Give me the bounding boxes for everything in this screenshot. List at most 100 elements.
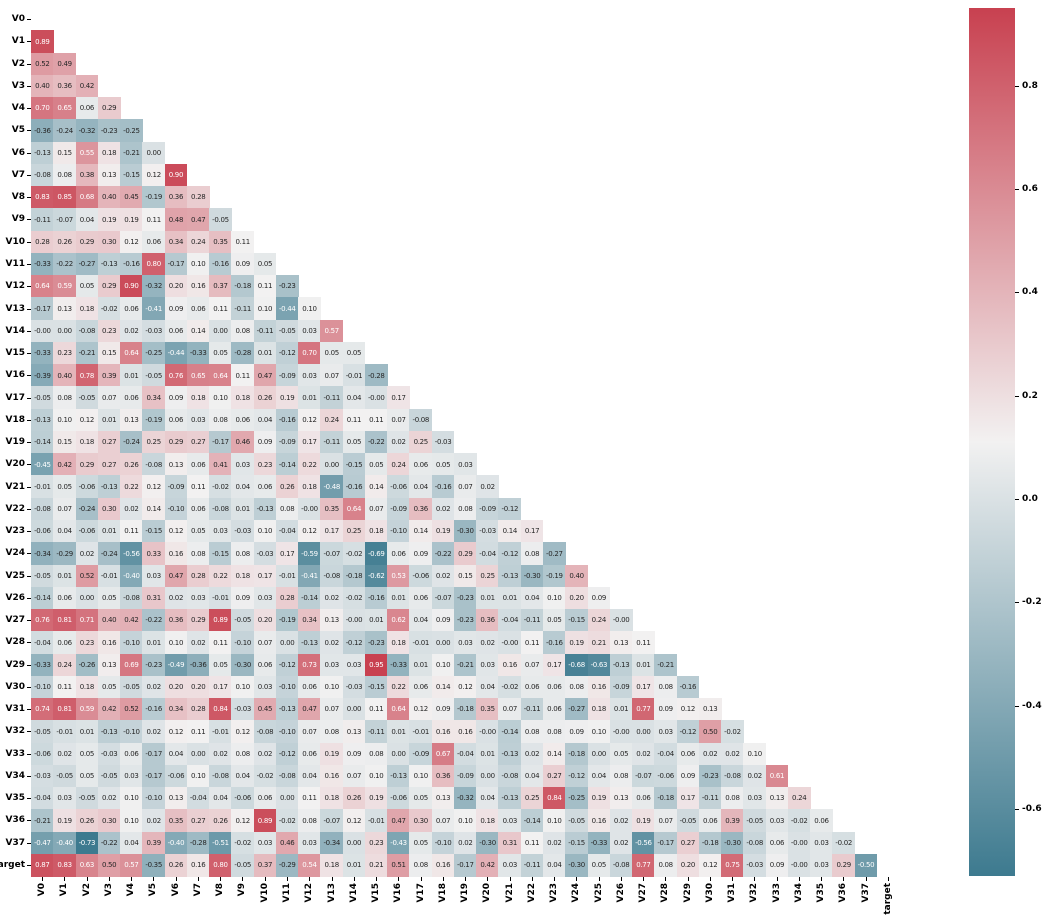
heatmap-cell: -0.03 — [476, 519, 499, 543]
heatmap-cell: -0.05 — [31, 386, 54, 410]
heatmap-cell: 0.20 — [164, 275, 188, 298]
heatmap-cell: 0.05 — [75, 764, 99, 788]
heatmap-cell: 0.42 — [476, 853, 499, 877]
heatmap-cell: -0.08 — [120, 586, 143, 610]
heatmap-cell: -0.41 — [298, 564, 321, 588]
heatmap-cell: 0.34 — [164, 230, 188, 254]
heatmap-cell: -0.04 — [275, 519, 299, 543]
heatmap-cell: 0.06 — [409, 586, 433, 610]
heatmap-cell: 0.12 — [231, 720, 255, 744]
x-axis-tick — [531, 877, 533, 882]
heatmap-cell: 0.25 — [142, 430, 166, 454]
heatmap-cell: 0.05 — [209, 653, 232, 677]
x-tick-label: V16 — [393, 883, 404, 903]
x-axis-tick — [286, 877, 288, 882]
heatmap-cell: 0.09 — [431, 609, 455, 632]
x-axis-tick — [42, 877, 44, 882]
y-tick-label: V3 — [11, 80, 25, 91]
heatmap-cell: -0.24 — [97, 542, 121, 565]
x-axis-tick — [732, 877, 734, 882]
heatmap-cell: 0.19 — [97, 208, 121, 232]
x-tick-label: V11 — [281, 883, 292, 903]
heatmap-cell: -0.11 — [253, 319, 277, 343]
heatmap-cell: 0.03 — [298, 319, 321, 343]
heatmap-cell: -0.22 — [364, 430, 388, 454]
y-tick-label: V4 — [11, 103, 25, 114]
y-axis-tick — [27, 575, 31, 577]
heatmap-cell: 0.11 — [186, 475, 210, 499]
heatmap-cell: 0.28 — [31, 230, 54, 254]
x-tick-label: V27 — [638, 883, 649, 903]
heatmap-cell: 0.81 — [53, 609, 76, 632]
heatmap-cell: 0.74 — [31, 698, 54, 721]
heatmap-cell: 0.10 — [431, 653, 455, 677]
heatmap-cell: 0.06 — [186, 497, 210, 521]
heatmap-cell: 0.26 — [75, 809, 99, 833]
heatmap-cell: -0.17 — [164, 252, 188, 276]
heatmap-cell: 0.06 — [164, 319, 188, 343]
heatmap-cell: -0.03 — [97, 742, 121, 766]
heatmap-cell: -0.16 — [364, 586, 388, 610]
y-tick-label: V12 — [5, 281, 26, 292]
heatmap-cell: 0.20 — [565, 586, 588, 610]
heatmap-cell: 0.06 — [409, 675, 433, 699]
heatmap-cell: -0.00 — [31, 319, 54, 343]
heatmap-cell: -0.14 — [275, 453, 299, 476]
heatmap-cell: 0.07 — [431, 809, 455, 833]
heatmap-cell: 0.02 — [209, 742, 232, 766]
y-tick-label: V0 — [11, 14, 25, 25]
heatmap-cell: -0.16 — [542, 631, 566, 655]
heatmap-cell: -0.23 — [453, 586, 477, 610]
x-axis-tick — [264, 877, 266, 882]
heatmap-cell: -0.11 — [31, 208, 54, 232]
heatmap-cell: -0.05 — [275, 319, 299, 343]
heatmap-cell: 0.02 — [75, 542, 99, 565]
x-tick-label: V9 — [237, 883, 248, 897]
heatmap-cell: 0.02 — [609, 809, 633, 833]
heatmap-cell: 0.05 — [209, 341, 232, 365]
heatmap-cell: -0.07 — [320, 809, 344, 833]
heatmap-cell: -0.00 — [787, 831, 811, 855]
heatmap-cell: 0.08 — [453, 497, 477, 521]
x-axis-tick — [175, 877, 177, 882]
heatmap-cell: 0.07 — [364, 497, 388, 521]
heatmap-cell: -0.01 — [209, 720, 232, 744]
heatmap-cell: 0.07 — [320, 698, 344, 721]
heatmap-cell: -0.16 — [142, 698, 166, 721]
heatmap-cell: 0.16 — [164, 542, 188, 565]
heatmap-cell: 0.22 — [298, 453, 321, 476]
heatmap-cell: 0.07 — [453, 475, 477, 499]
heatmap-cell: -0.33 — [31, 653, 54, 677]
heatmap-cell: 0.14 — [542, 742, 566, 766]
heatmap-cell: 0.05 — [342, 341, 366, 365]
colorbar-tick — [1015, 395, 1019, 397]
heatmap-cell: 0.16 — [97, 631, 121, 655]
heatmap-cell: 0.13 — [164, 453, 188, 476]
x-axis-tick — [509, 877, 511, 882]
heatmap-cell: 0.11 — [520, 831, 544, 855]
heatmap-cell: 0.02 — [120, 319, 143, 343]
heatmap-cell: -0.07 — [632, 764, 655, 788]
heatmap-cell: 0.39 — [721, 809, 744, 833]
y-axis-tick — [27, 375, 31, 377]
heatmap-cell: -0.09 — [409, 742, 433, 766]
heatmap-cell: 0.85 — [53, 186, 76, 209]
heatmap-cell: 0.06 — [253, 653, 277, 677]
heatmap-cell: 0.12 — [142, 475, 166, 499]
heatmap-cell: -0.15 — [565, 831, 588, 855]
heatmap-cell: 0.04 — [75, 208, 99, 232]
x-axis-tick — [153, 877, 155, 882]
heatmap-cell: -0.28 — [186, 831, 210, 855]
heatmap-cell: -0.30 — [520, 564, 544, 588]
heatmap-cell: 0.64 — [387, 698, 410, 721]
heatmap-cell: 0.06 — [765, 831, 789, 855]
heatmap-cell: 0.23 — [97, 319, 121, 343]
heatmap-cell: 0.16 — [587, 809, 611, 833]
heatmap-cell: -0.17 — [209, 430, 232, 454]
heatmap-cell: 0.80 — [209, 853, 232, 877]
heatmap-cell: 0.10 — [542, 809, 566, 833]
heatmap-cell: 0.34 — [298, 609, 321, 632]
heatmap-cell: 0.03 — [476, 653, 499, 677]
heatmap-cell: 0.31 — [142, 586, 166, 610]
heatmap-cell: 0.35 — [320, 497, 344, 521]
